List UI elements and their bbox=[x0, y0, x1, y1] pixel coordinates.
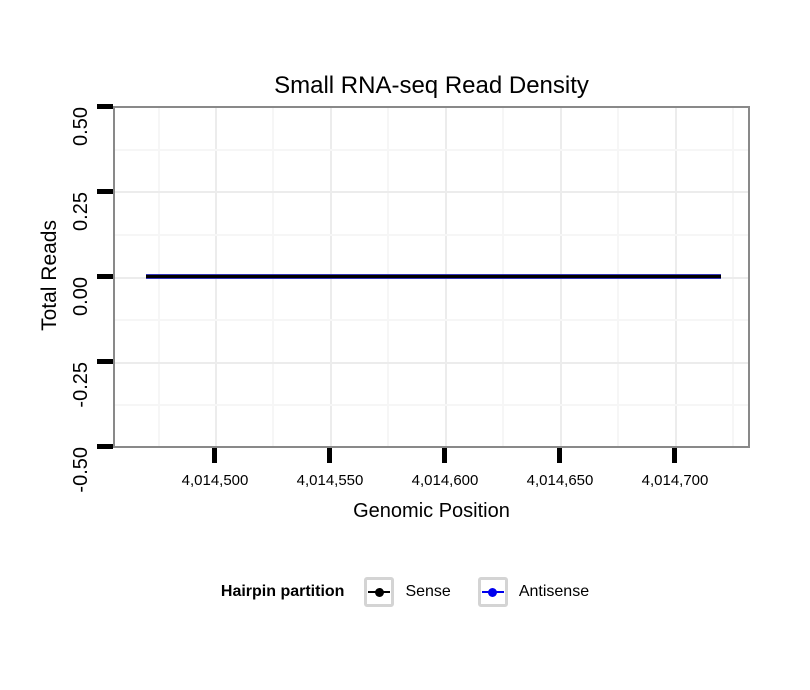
gridline-major-h bbox=[115, 191, 748, 193]
y-tick-mark bbox=[97, 359, 113, 364]
y-tick-mark bbox=[97, 274, 113, 279]
legend-key-antisense bbox=[477, 577, 508, 607]
y-tick-label: 0.50 bbox=[70, 107, 92, 146]
x-tick-mark bbox=[327, 448, 332, 463]
x-tick-label: 4,014,650 bbox=[526, 472, 594, 489]
x-tick-mark bbox=[557, 448, 562, 463]
antisense-point-icon bbox=[488, 587, 498, 597]
x-tick-label: 4,014,550 bbox=[296, 472, 364, 489]
plot-panel bbox=[113, 106, 750, 448]
y-tick-label: 0.25 bbox=[70, 192, 92, 231]
x-tick-label: 4,014,600 bbox=[411, 472, 479, 489]
legend-title: Hairpin partition bbox=[220, 583, 345, 600]
y-tick-label: 0.00 bbox=[70, 277, 92, 316]
gridline-minor-h bbox=[115, 149, 748, 151]
chart-title: Small RNA-seq Read Density bbox=[274, 72, 589, 99]
gridline-major-h bbox=[115, 362, 748, 364]
x-tick-label: 4,014,700 bbox=[641, 472, 709, 489]
y-tick-mark bbox=[97, 189, 113, 194]
x-tick-mark bbox=[672, 448, 677, 463]
gridline-minor-h bbox=[115, 234, 748, 236]
legend-label-sense: Sense bbox=[405, 583, 451, 600]
legend-label-antisense: Antisense bbox=[518, 583, 590, 600]
y-tick-mark bbox=[97, 444, 113, 449]
y-axis-title: Total Reads bbox=[38, 220, 61, 331]
y-tick-label: -0.25 bbox=[70, 362, 92, 408]
y-tick-label: -0.50 bbox=[70, 447, 92, 493]
legend: Hairpin partition Sense Antisense bbox=[0, 576, 810, 608]
x-tick-mark bbox=[212, 448, 217, 463]
x-tick-mark bbox=[442, 448, 447, 463]
sense-point-icon bbox=[374, 587, 384, 597]
legend-key-sense bbox=[364, 577, 395, 607]
gridline-minor-h bbox=[115, 404, 748, 406]
x-tick-label: 4,014,500 bbox=[181, 472, 249, 489]
y-tick-mark bbox=[97, 104, 113, 109]
x-axis-title: Genomic Position bbox=[353, 500, 510, 522]
gridline-minor-h bbox=[115, 319, 748, 321]
read-density-line bbox=[146, 274, 721, 279]
